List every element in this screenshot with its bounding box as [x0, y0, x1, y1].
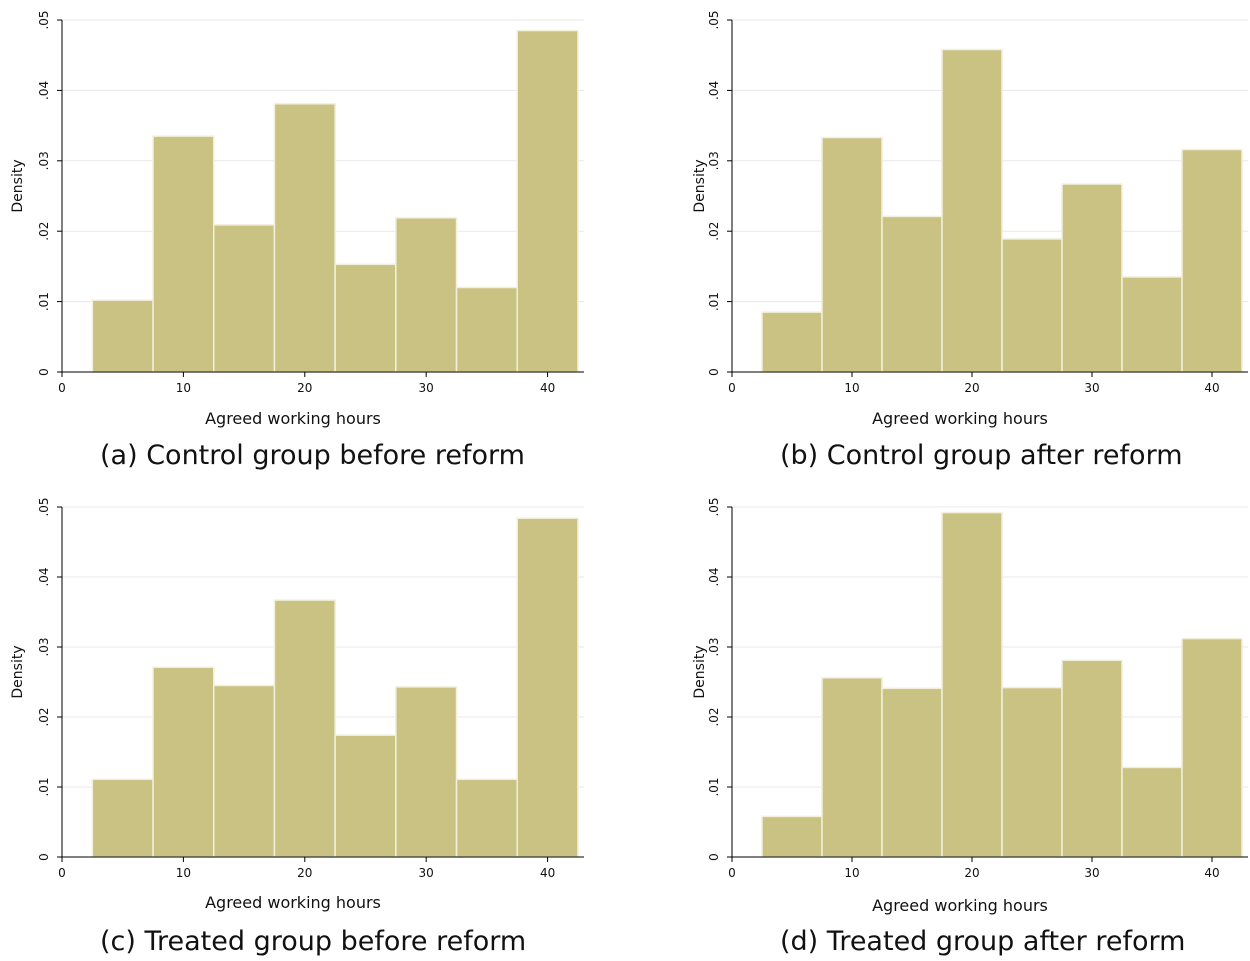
histogram-bar — [1001, 686, 1063, 858]
histogram-bar — [1061, 659, 1123, 858]
histogram-bar — [1001, 238, 1063, 373]
y-tick-label: .04 — [37, 567, 51, 586]
x-tick-label: 40 — [1204, 381, 1219, 395]
y-axis-title: Density — [10, 159, 26, 212]
histogram-c: 0 .01 .02 .03 .04 .05 0 10 20 30 40 Agreed working … — [10, 497, 584, 912]
y-tick-label: .01 — [707, 292, 721, 311]
chart-panel-d: 0 .01 .02 .03 .04 .05 0 10 20 30 40 Agreed working … — [680, 487, 1250, 961]
x-tick-label: 40 — [1204, 866, 1219, 880]
x-tick-label: 30 — [1084, 381, 1099, 395]
histogram-bar — [516, 29, 579, 373]
y-tick-label: .05 — [37, 10, 51, 29]
y-tick-label: .05 — [707, 10, 721, 29]
x-tick-label: 10 — [844, 866, 859, 880]
y-tick-label: .02 — [37, 222, 51, 241]
x-tick-label: 0 — [58, 381, 66, 395]
caption-b: (b) Control group after reform — [780, 440, 1183, 471]
chart-panel-b: 0 .01 .02 .03 .04 .05 0 10 20 30 40 Agreed working … — [680, 0, 1250, 480]
y-tick-label: .02 — [707, 707, 721, 726]
histogram-bar — [1181, 637, 1243, 858]
x-tick-label: 0 — [728, 866, 736, 880]
y-tick-label: 0 — [37, 368, 51, 376]
histogram-bar — [1121, 766, 1183, 858]
histogram-bar — [152, 135, 215, 373]
histogram-d: 0 .01 .02 .03 .04 .05 0 10 20 30 40 Agreed working … — [692, 497, 1248, 915]
histogram-bar — [455, 778, 518, 858]
histogram-bar — [455, 286, 518, 373]
caption-a: (a) Control group before reform — [100, 440, 525, 471]
x-tick-label: 10 — [176, 866, 191, 880]
histogram-bar — [1121, 276, 1183, 373]
y-tick-label: .03 — [707, 637, 721, 656]
y-tick-label: .03 — [707, 151, 721, 170]
histogram-bar — [941, 511, 1003, 858]
y-tick-label: .05 — [707, 497, 721, 516]
caption-d: (d) Treated group after reform — [780, 926, 1186, 957]
y-tick-label: 0 — [37, 853, 51, 861]
y-tick-label: .04 — [707, 567, 721, 586]
histogram-bar — [334, 263, 397, 373]
y-tick-label: .02 — [707, 222, 721, 241]
y-tick-label: 0 — [707, 368, 721, 376]
x-axis-title: Agreed working hours — [205, 893, 381, 912]
histogram-bar — [395, 686, 458, 858]
x-tick-label: 30 — [1084, 866, 1099, 880]
x-tick-label: 20 — [297, 381, 312, 395]
histogram-bar — [273, 599, 336, 858]
x-axis-title: Agreed working hours — [872, 409, 1048, 428]
histogram-bar — [152, 666, 215, 858]
x-axis-title: Agreed working hours — [205, 409, 381, 428]
y-axis-title: Density — [692, 159, 708, 212]
x-tick-label: 40 — [540, 866, 555, 880]
histogram-bar — [395, 217, 458, 373]
x-tick-label: 40 — [540, 381, 555, 395]
histogram-bar — [334, 734, 397, 858]
x-tick-label: 10 — [844, 381, 859, 395]
histogram-bar — [941, 48, 1003, 373]
histogram-bar — [273, 103, 336, 373]
histogram-bar — [91, 778, 154, 858]
x-tick-label: 10 — [176, 381, 191, 395]
chart-panel-c: 0 .01 .02 .03 .04 .05 0 10 20 30 40 Agreed working … — [0, 487, 625, 961]
y-tick-label: .03 — [37, 637, 51, 656]
x-tick-label: 30 — [419, 866, 434, 880]
y-tick-label: .04 — [707, 81, 721, 100]
y-axis-title: Density — [10, 645, 26, 698]
caption-c: (c) Treated group before reform — [100, 926, 527, 957]
histogram-b: 0 .01 .02 .03 .04 .05 0 10 20 30 40 Agreed working … — [692, 10, 1248, 428]
histogram-bar — [821, 136, 883, 373]
y-tick-label: .03 — [37, 151, 51, 170]
histogram-bar — [821, 677, 883, 858]
histogram-bar — [91, 299, 154, 373]
histogram-bar — [516, 517, 579, 858]
x-tick-label: 20 — [964, 866, 979, 880]
y-tick-label: .01 — [707, 777, 721, 796]
histogram-bar — [881, 687, 943, 858]
y-tick-label: .01 — [37, 292, 51, 311]
y-tick-label: .05 — [37, 497, 51, 516]
y-axis-title: Density — [692, 645, 708, 698]
y-tick-label: .02 — [37, 707, 51, 726]
histogram-bar — [212, 224, 276, 373]
y-tick-label: .04 — [37, 81, 51, 100]
x-tick-label: 30 — [419, 381, 434, 395]
histogram-bar — [881, 215, 943, 373]
x-axis-title: Agreed working hours — [872, 896, 1048, 915]
x-tick-label: 0 — [58, 866, 66, 880]
chart-panel-a: 0 .01 .02 .03 .04 .05 0 10 20 30 40 Agreed working … — [0, 0, 625, 480]
histogram-bar — [1061, 183, 1123, 373]
x-tick-label: 20 — [297, 866, 312, 880]
histogram-bar — [1181, 148, 1243, 373]
histogram-bar — [761, 815, 823, 858]
histogram-bar — [761, 311, 823, 373]
x-tick-label: 20 — [964, 381, 979, 395]
x-tick-label: 0 — [728, 381, 736, 395]
y-tick-label: .01 — [37, 777, 51, 796]
y-tick-label: 0 — [707, 853, 721, 861]
histogram-bar — [212, 684, 276, 858]
histogram-a: 0 .01 .02 .03 .04 .05 0 10 20 30 40 Agreed working … — [10, 10, 584, 428]
